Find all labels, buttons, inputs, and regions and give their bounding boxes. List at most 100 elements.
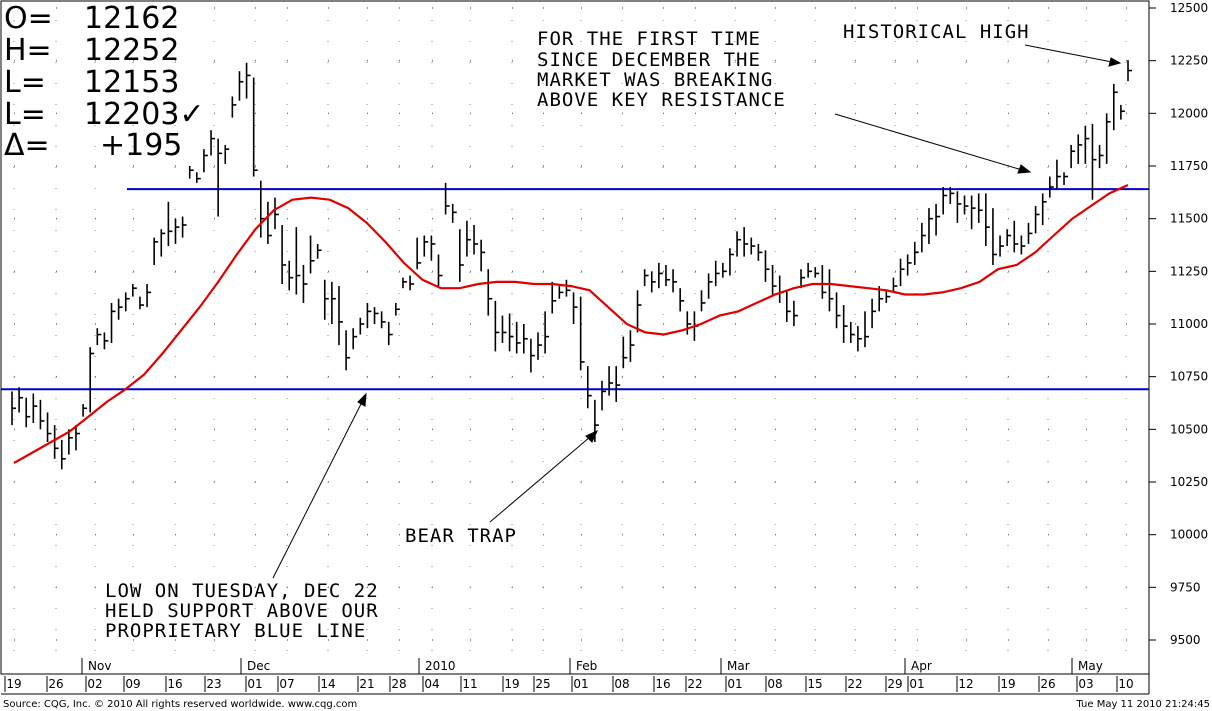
high-label: H= [4,33,52,68]
price-bar [267,201,272,244]
price-bar [331,281,336,324]
price-bar [615,366,621,402]
annotation-low-line-3: PROPRIETARY BLUE LINE [105,620,366,642]
month-label: Nov [88,659,111,673]
price-bar [515,321,521,354]
price-bar [956,191,962,223]
price-bar [849,321,855,343]
price-bar [309,235,315,274]
last-value: 12203✓ [84,97,205,132]
week-label: 19 [6,677,21,691]
price-bar [437,254,443,287]
price-bar [18,387,24,413]
price-bar [11,391,16,426]
price-bar [188,166,194,179]
annotation-bear-trap: BEAR TRAP [405,525,517,547]
week-label: 26 [48,677,63,691]
price-bar [416,237,422,270]
week-label: 23 [206,677,221,691]
price-bar [68,429,73,455]
price-bar [402,277,407,289]
week-label: 08 [614,677,629,691]
arrow-historical-high [1024,44,1113,63]
price-bar [622,336,628,369]
price-bar [985,193,990,247]
price-bar [679,288,685,312]
price-bar [494,300,500,352]
week-label: 02 [87,677,102,691]
price-bar [274,197,280,230]
open-label: O= [4,1,53,36]
price-bar [345,330,351,371]
price-bar [579,296,585,371]
week-label: 29 [887,677,902,691]
price-bar [174,218,180,244]
price-bar [316,243,322,259]
week-label: 10 [1118,677,1133,691]
arrow-dec-22-low-head [357,392,367,407]
price-bar [707,273,713,299]
price-bar [857,326,862,352]
week-label: 04 [424,677,439,691]
price-bar [1127,60,1132,82]
price-bar [928,208,933,244]
y-tick-label: 10250 [1170,475,1208,489]
price-bar [60,439,66,470]
y-tick-label: 11250 [1170,264,1208,278]
price-bar [935,203,941,236]
price-bar [430,235,436,261]
price-bar [444,182,450,215]
price-bar [942,187,948,215]
price-bar [451,203,457,223]
price-bar [181,216,187,238]
price-bar [423,235,429,257]
week-label: 19 [504,677,519,691]
change-label: Δ= [4,128,50,163]
arrow-breakout [834,113,1023,171]
price-bar [373,307,379,324]
annotation-low-line-2: HELD SUPPORT ABOVE OUR [105,600,379,622]
price-bar [572,292,578,324]
arrow-bear-trap-head [585,429,599,443]
price-bar [949,187,955,204]
price-bar [700,290,706,312]
price-bar [480,239,486,272]
annotation-arrows [272,44,1122,579]
price-bar [1098,144,1104,169]
price-bar [530,338,535,373]
price-bar [302,265,308,303]
price-bar [992,208,997,266]
price-bar [124,292,130,312]
high-value: 12252 [84,33,179,68]
price-bar [665,265,670,287]
price-bar [501,315,507,343]
price-bar [544,311,550,354]
week-label: 01 [247,677,262,691]
price-bar [743,227,749,257]
price-bar [1034,206,1040,234]
price-bar [466,220,471,257]
price-bar [487,269,493,316]
price-bar [963,195,969,215]
week-label: 22 [847,677,862,691]
price-bar [252,77,258,177]
price-bar [821,265,827,299]
open-value: 12162 [84,1,179,36]
price-bar [793,300,798,327]
price-bar [601,380,606,411]
week-label: 14 [320,677,335,691]
price-bar [558,286,564,299]
price-bar [807,262,813,278]
price-axis: 9500 9750 10000 10250 10500 10750 11000 11250 11… [1149,1,1208,647]
week-label: 07 [279,677,294,691]
week-label: 25 [535,677,550,691]
price-bar [288,260,294,291]
week-label: 15 [807,677,822,691]
quote-readout: O= 12162 H= 12252 L= 12153 L= 12203✓ Δ= … [4,1,205,163]
price-bar [629,330,635,362]
price-bar [110,302,116,343]
price-bar [608,366,614,396]
price-bar [750,237,756,255]
price-bar [196,172,201,183]
